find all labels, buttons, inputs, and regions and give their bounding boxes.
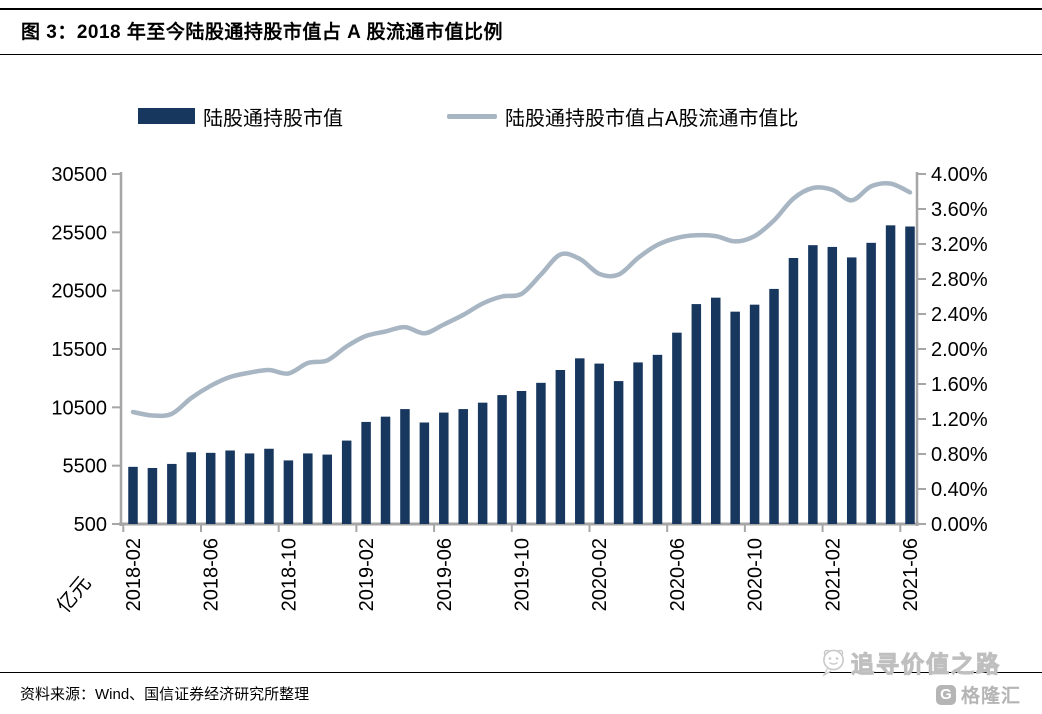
bar-2020-03 bbox=[613, 381, 624, 524]
x-axis-tick-label: 2019-02 bbox=[356, 538, 378, 611]
x-axis-tick-label: 2019-10 bbox=[512, 538, 534, 611]
x-axis-tick-label: 2021-06 bbox=[900, 538, 922, 611]
x-axis-tick-label: 2018-02 bbox=[123, 538, 145, 611]
bar-2019-09 bbox=[497, 395, 507, 524]
x-axis-tick-label: 2019-06 bbox=[434, 538, 456, 611]
bar-2020-04 bbox=[633, 362, 643, 524]
x-axis-tick-label: 2020-10 bbox=[745, 538, 767, 611]
bar-2019-11 bbox=[536, 382, 546, 524]
bar-2020-10 bbox=[749, 304, 760, 524]
right-axis-tick-label: 4.00% bbox=[931, 164, 988, 186]
bar-2018-09 bbox=[264, 448, 274, 524]
bar-2019-07 bbox=[458, 409, 468, 524]
ratio-line bbox=[130, 180, 913, 419]
bar-2020-06 bbox=[672, 332, 682, 524]
bar-2018-03 bbox=[147, 468, 158, 524]
bar-2019-12 bbox=[555, 370, 566, 524]
right-axis-tick-label: 2.00% bbox=[931, 339, 988, 361]
x-axis-tick-label: 2018-06 bbox=[201, 538, 223, 611]
right-axis-tick-label: 1.20% bbox=[931, 409, 988, 431]
legend-bar-label: 陆股通持股市值 bbox=[203, 107, 343, 130]
legend-item-holdings: 陆股通持股市值 bbox=[138, 101, 343, 131]
bar-2020-05 bbox=[652, 354, 663, 524]
bar-series-swatch bbox=[138, 108, 195, 124]
right-axis-tick-label: 0.00% bbox=[931, 514, 988, 536]
left-axis-tick-label: 5500 bbox=[63, 456, 108, 478]
bar-2021-03 bbox=[846, 257, 857, 524]
title-underline-rule bbox=[0, 54, 1042, 55]
bar-2018-12 bbox=[322, 454, 332, 524]
left-axis-tick-label: 30500 bbox=[51, 164, 107, 186]
bar-2021-05 bbox=[885, 225, 896, 525]
left-axis-unit-label: 亿元 bbox=[52, 572, 95, 617]
bar-2019-01 bbox=[341, 440, 352, 524]
bar-2018-06 bbox=[205, 452, 216, 524]
bar-2019-04 bbox=[400, 409, 410, 524]
bar-2020-01 bbox=[575, 358, 585, 524]
bar-2018-11 bbox=[303, 453, 313, 524]
right-axis-tick-label: 3.20% bbox=[931, 234, 988, 256]
top-border-rule bbox=[0, 8, 1042, 10]
bar-2019-03 bbox=[380, 416, 391, 524]
bar-2021-01 bbox=[808, 245, 818, 524]
right-axis-tick-label: 3.60% bbox=[931, 199, 988, 221]
bar-2019-05 bbox=[419, 422, 430, 524]
right-axis-tick-label: 1.60% bbox=[931, 374, 988, 396]
left-axis-tick-label: 20500 bbox=[51, 281, 107, 303]
legend-line-label: 陆股通持股市值占A股流通市值比 bbox=[505, 107, 799, 130]
bar-2019-02 bbox=[361, 421, 371, 524]
bar-2019-08 bbox=[477, 402, 488, 524]
bar-2018-04 bbox=[167, 463, 177, 524]
x-axis-tick-label: 2018-10 bbox=[278, 538, 300, 611]
bar-2020-12 bbox=[788, 258, 799, 524]
bar-2020-08 bbox=[711, 297, 721, 524]
footer-rule bbox=[0, 672, 1042, 673]
bar-2020-11 bbox=[769, 288, 779, 524]
figure-title: 图 3：2018 年至今陆股通持股市值占 A 股流通市值比例 bbox=[21, 22, 503, 43]
bar-2020-02 bbox=[594, 363, 604, 524]
gelonghui-logo-text: 格隆汇 bbox=[961, 686, 1022, 707]
panda-face-icon bbox=[822, 649, 844, 677]
bar-2021-02 bbox=[827, 246, 838, 524]
bar-2018-10 bbox=[283, 460, 294, 524]
x-axis-tick-label: 2020-02 bbox=[589, 538, 611, 611]
chart-legend: 陆股通持股市值 陆股通持股市值占A股流通市值比 bbox=[0, 101, 1042, 131]
watermark: 追寻价值之路 bbox=[820, 645, 1001, 679]
bar-2018-08 bbox=[244, 453, 255, 524]
right-axis-tick-label: 0.80% bbox=[931, 444, 988, 466]
bar-2020-09 bbox=[730, 311, 740, 524]
source-note: 资料来源：Wind、国信证券经济研究所整理 bbox=[20, 686, 310, 703]
bar-2020-07 bbox=[691, 304, 702, 524]
right-axis-tick-label: 2.80% bbox=[931, 269, 988, 291]
watermark-text: 追寻价值之路 bbox=[851, 651, 1001, 678]
bar-2021-04 bbox=[866, 242, 876, 525]
gelonghui-logo-icon: G bbox=[936, 684, 956, 705]
line-series-swatch bbox=[447, 113, 497, 119]
bar-2021-06 bbox=[905, 226, 915, 524]
bar-2018-07 bbox=[225, 450, 235, 524]
right-axis-tick-label: 2.40% bbox=[931, 304, 988, 326]
bar-2018-02 bbox=[128, 466, 138, 524]
left-axis-tick-label: 10500 bbox=[51, 397, 107, 419]
x-axis-tick-label: 2021-02 bbox=[822, 538, 844, 611]
site-logo: G 格隆汇 bbox=[936, 681, 1021, 708]
left-axis-tick-label: 15500 bbox=[51, 339, 107, 361]
right-axis-tick-label: 0.40% bbox=[931, 479, 988, 501]
legend-item-ratio: 陆股通持股市值占A股流通市值比 bbox=[447, 101, 798, 131]
bar-2019-06 bbox=[439, 412, 449, 524]
bar-2018-05 bbox=[186, 452, 197, 524]
left-axis-tick-label: 500 bbox=[74, 514, 107, 536]
left-axis-tick-label: 25500 bbox=[51, 222, 107, 244]
bar-2019-10 bbox=[516, 391, 527, 524]
x-axis-tick-label: 2020-06 bbox=[667, 538, 689, 611]
